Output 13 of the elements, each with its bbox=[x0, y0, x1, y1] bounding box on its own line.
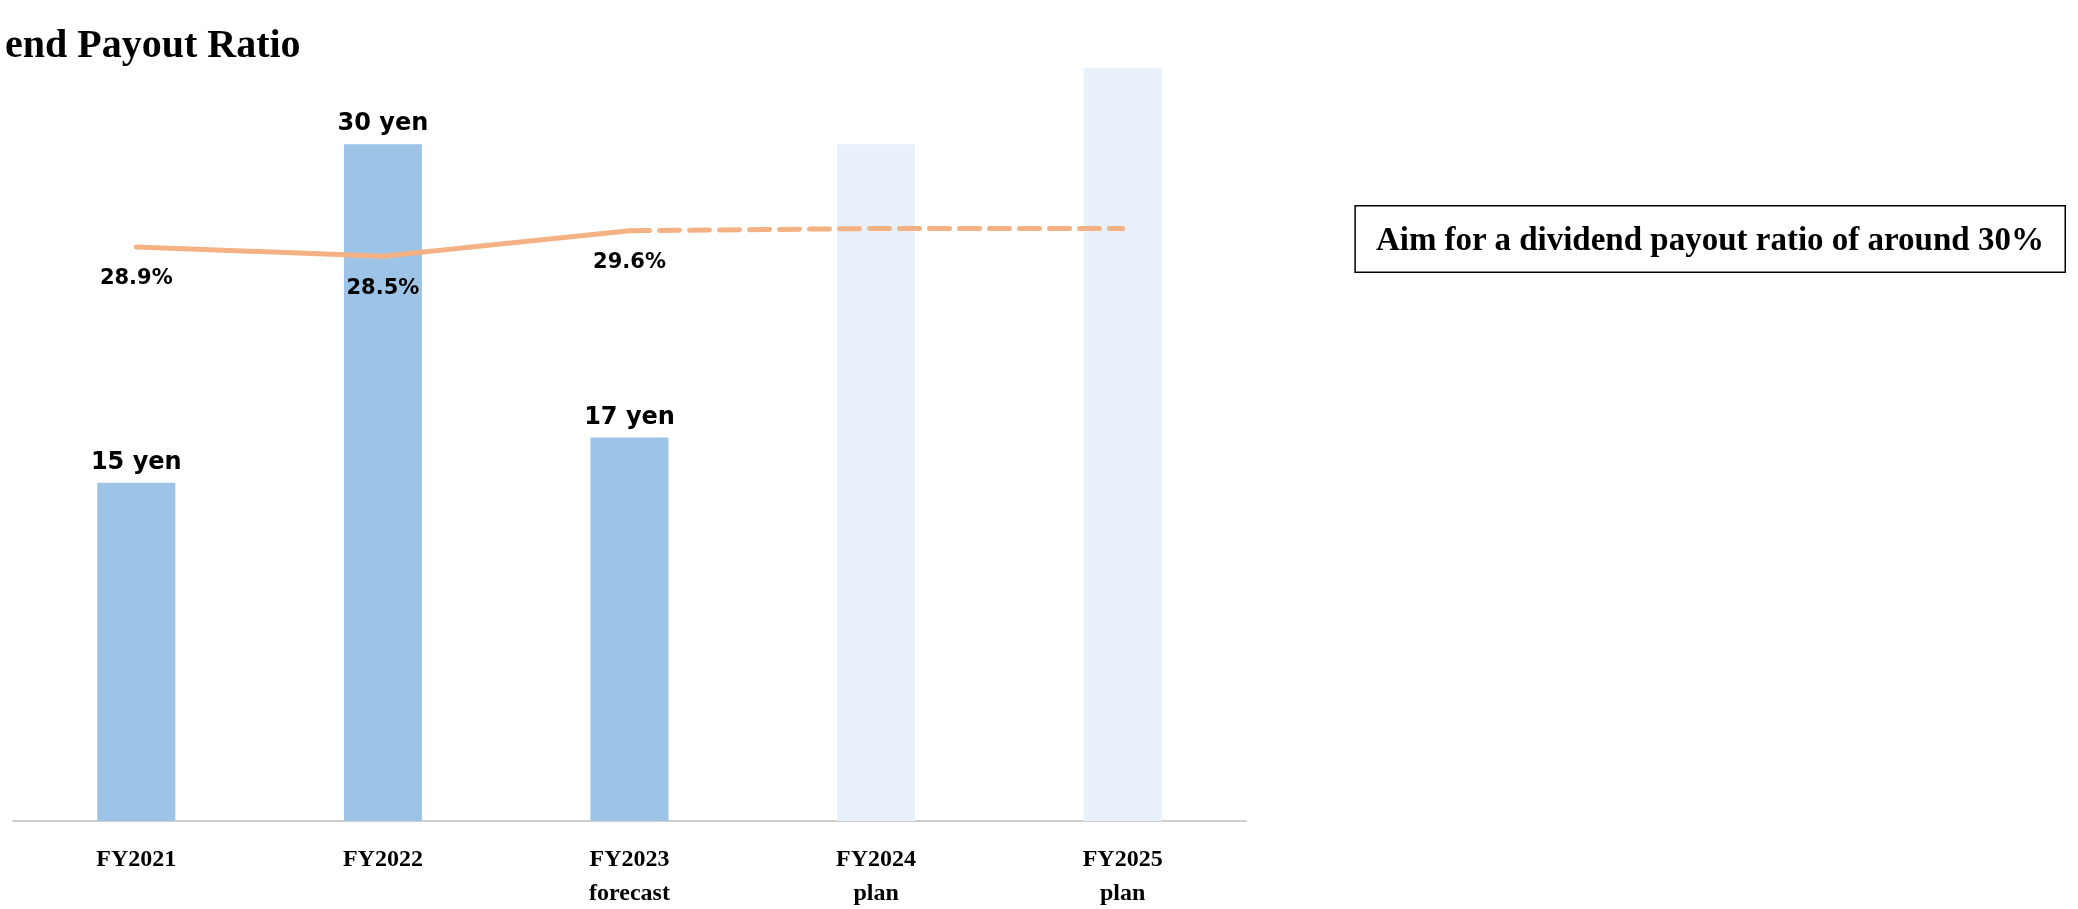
data-label: 29.6% bbox=[593, 249, 666, 274]
x-tick-label: FY2025 plan bbox=[1082, 845, 1163, 905]
data-label: 30 yen bbox=[337, 108, 429, 137]
data-label: 28.5% bbox=[346, 274, 420, 299]
x-tick-label: FY2021 bbox=[96, 845, 177, 871]
text: Aim for a dividend payout ratio of around 30% bbox=[1375, 221, 2044, 257]
data-label: 15 yen bbox=[90, 446, 182, 475]
data-label: 17 yen bbox=[584, 401, 675, 430]
data-label: 28.9% bbox=[99, 265, 173, 290]
chart-title: end Payout Ratio bbox=[5, 20, 301, 66]
x-tick-label: FY2022 bbox=[342, 845, 423, 871]
x-tick-label: FY2023 forecast bbox=[589, 845, 670, 905]
x-tick-label: FY2024 plan bbox=[836, 845, 917, 905]
